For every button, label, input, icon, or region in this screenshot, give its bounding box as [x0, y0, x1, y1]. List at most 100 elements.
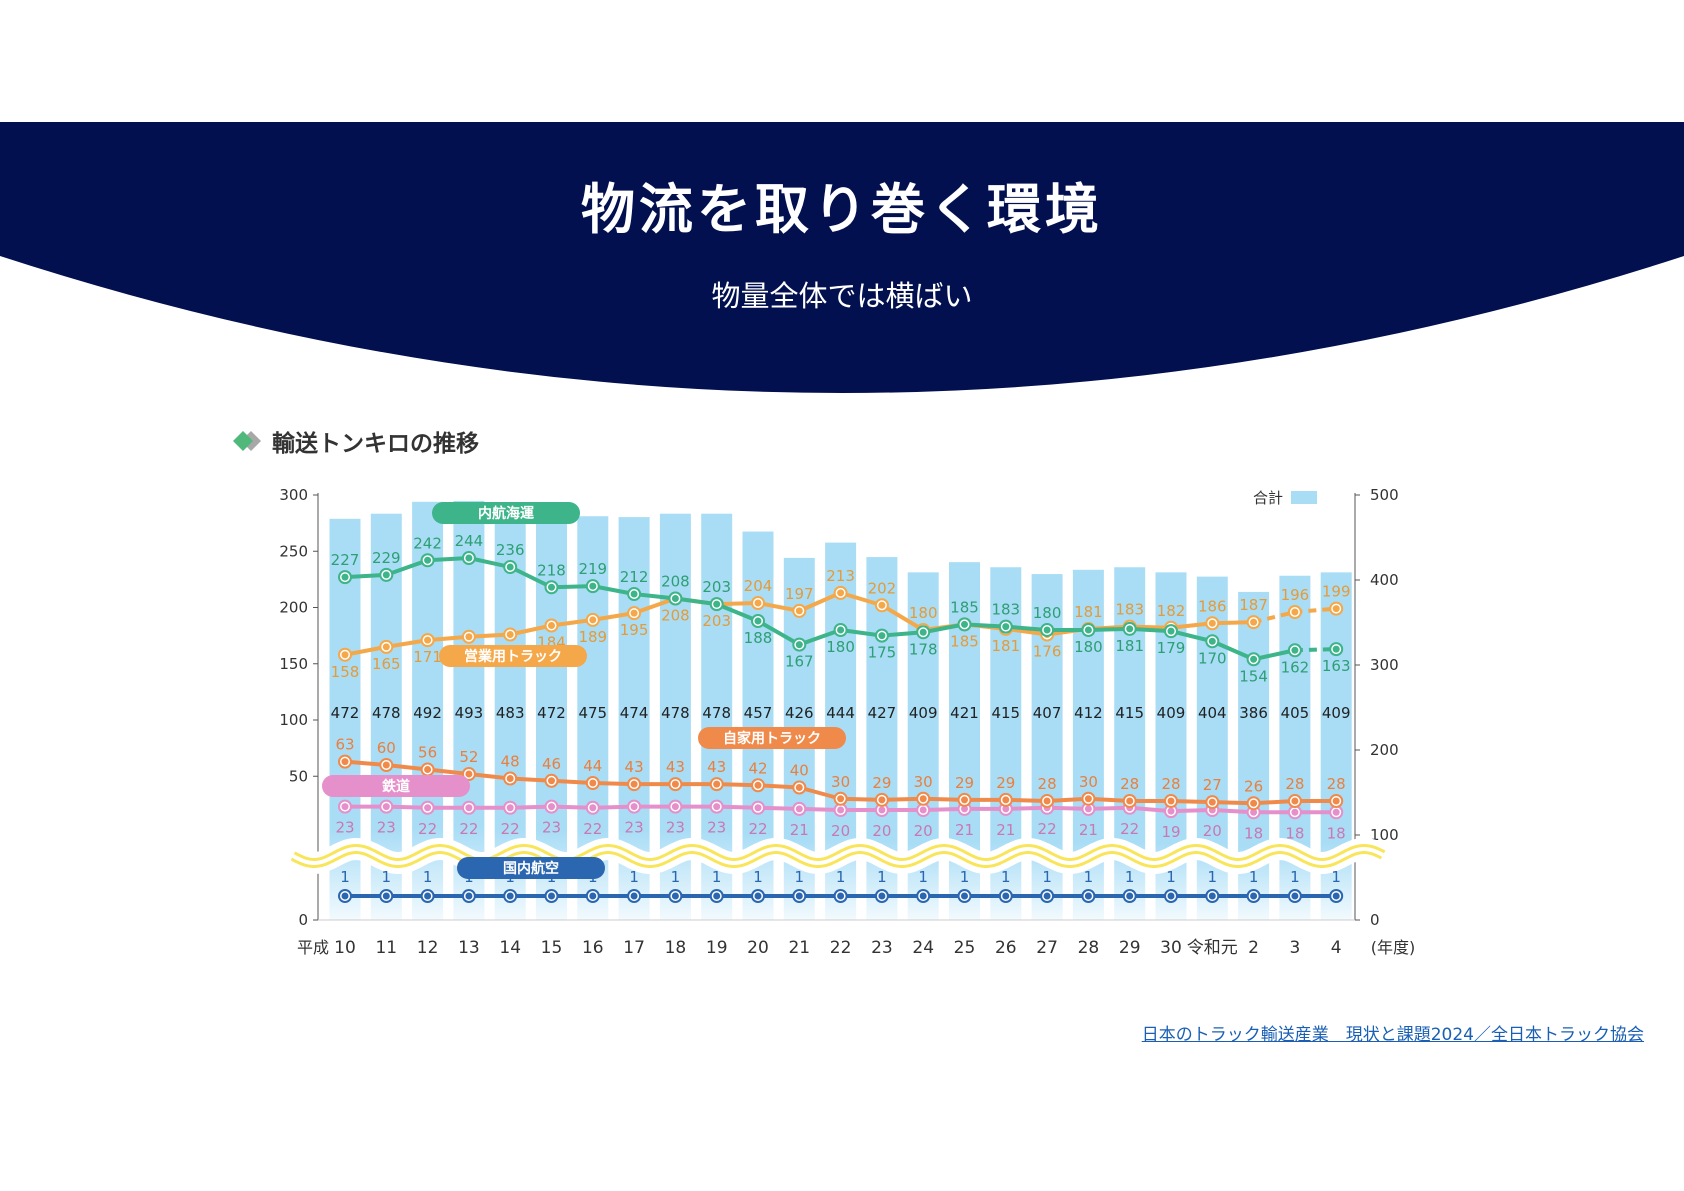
x-tick-label: 26 [995, 938, 1017, 958]
data-label: 1 [423, 868, 433, 886]
x-tick-label: 令和元 [1187, 938, 1238, 958]
series-marker-dot [919, 806, 927, 814]
total-value-label: 474 [620, 704, 649, 722]
series-marker-dot [754, 804, 762, 812]
right-tick-label: 100 [1370, 826, 1399, 844]
series-marker-dot [424, 892, 432, 900]
data-label: 22 [1120, 820, 1139, 838]
data-label: 44 [583, 757, 602, 775]
page-title: 物流を取り巻く環境 [581, 178, 1103, 241]
data-label: 219 [578, 560, 607, 578]
data-label: 1 [753, 868, 763, 886]
series-marker-dot [919, 892, 927, 900]
series-marker-dot [382, 892, 390, 900]
x-tick-label: 22 [830, 938, 852, 958]
right-tick-label: 400 [1370, 571, 1399, 589]
data-label: 52 [459, 748, 478, 766]
total-value-label: 405 [1281, 704, 1310, 722]
series-marker-dot [548, 892, 555, 900]
x-tick-label: 11 [375, 938, 397, 958]
series-marker-dot [465, 633, 473, 641]
series-marker-dot [1291, 808, 1299, 816]
data-label: 186 [1198, 597, 1227, 615]
series-marker-dot [1002, 796, 1010, 804]
series-marker-dot [878, 806, 886, 814]
series-marker-dot [1332, 808, 1340, 816]
series-marker-dot [1332, 605, 1340, 613]
left-tick-label: 0 [298, 911, 308, 929]
series-marker-dot [465, 804, 473, 812]
x-tick-label: 2 [1248, 938, 1259, 958]
data-label: 29 [955, 774, 974, 792]
series-marker-dot [1291, 892, 1299, 900]
x-tick-label: 28 [1078, 938, 1100, 958]
series-marker-dot [1084, 626, 1092, 634]
left-tick-label: 200 [279, 599, 308, 617]
x-axis-title: (年度) [1371, 938, 1416, 957]
series-marker-dot [630, 590, 638, 598]
series-name-pill [457, 857, 605, 879]
series-marker-dot [506, 563, 514, 571]
series-marker-dot [795, 892, 803, 900]
data-label: 213 [826, 567, 855, 585]
chart-heading: 輸送トンキロの推移 [232, 424, 479, 458]
legend-swatch [1291, 491, 1317, 504]
series-marker-dot [754, 781, 762, 789]
data-label: 26 [1244, 777, 1263, 795]
data-label: 158 [331, 663, 360, 681]
series-marker-dot [919, 628, 927, 636]
data-label: 43 [625, 758, 644, 776]
x-tick-label: 12 [417, 938, 439, 958]
series-marker-dot [1208, 637, 1216, 645]
transport-chart: 472 478 492 493 483 472 475 474 478 478 457 426 444 4… [279, 486, 1416, 958]
data-label: 185 [950, 632, 979, 650]
series-marker-dot [506, 892, 514, 900]
series-marker-dot [1250, 892, 1258, 900]
series-marker-dot [1002, 892, 1010, 900]
series-marker-dot [754, 892, 762, 900]
data-label: 189 [578, 628, 607, 646]
series-marker-dot [795, 641, 803, 649]
series-marker-dot [1043, 797, 1051, 805]
series-marker-dot [341, 651, 349, 659]
series-marker-dot [506, 804, 514, 812]
series-marker-dot [878, 632, 886, 640]
series-marker-dot [341, 758, 349, 766]
data-label: 22 [501, 820, 520, 838]
series-marker-dot [465, 554, 473, 562]
series-marker-dot [754, 599, 762, 607]
data-label: 30 [1079, 773, 1098, 791]
data-label: 1 [1042, 868, 1052, 886]
data-label: 1 [1249, 868, 1259, 886]
header-banner [0, 122, 1684, 393]
series-marker-dot [878, 601, 886, 609]
series-marker-dot [1043, 892, 1051, 900]
series-marker-dot [548, 583, 555, 591]
data-label: 56 [418, 744, 437, 762]
series-marker-dot [589, 582, 597, 590]
data-label: 63 [335, 736, 354, 754]
data-label: 1 [671, 868, 681, 886]
series-marker-dot [1250, 799, 1258, 807]
series-marker-dot [713, 600, 721, 608]
total-value-label: 421 [950, 704, 979, 722]
data-label: 43 [666, 758, 685, 776]
series-marker-dot [424, 636, 432, 644]
series-marker-dot [1332, 797, 1340, 805]
total-value-label: 457 [744, 704, 773, 722]
series-marker-dot [630, 780, 638, 788]
series-marker-dot [671, 892, 679, 900]
data-label: 19 [1161, 823, 1180, 841]
total-value-label: 475 [578, 704, 607, 722]
data-label: 181 [991, 637, 1020, 655]
source-link[interactable]: 日本のトラック輸送産業 現状と課題2024／全日本トラック協会 [1141, 1025, 1644, 1045]
data-label: 27 [1203, 776, 1222, 794]
series-marker-dot [589, 804, 597, 812]
right-tick-label: 200 [1370, 741, 1399, 759]
data-label: 203 [702, 612, 731, 630]
series-marker-dot [837, 589, 845, 597]
data-label: 1 [712, 868, 722, 886]
data-label: 22 [459, 820, 478, 838]
right-tick-label: 500 [1370, 486, 1399, 504]
data-label: 227 [331, 551, 360, 569]
